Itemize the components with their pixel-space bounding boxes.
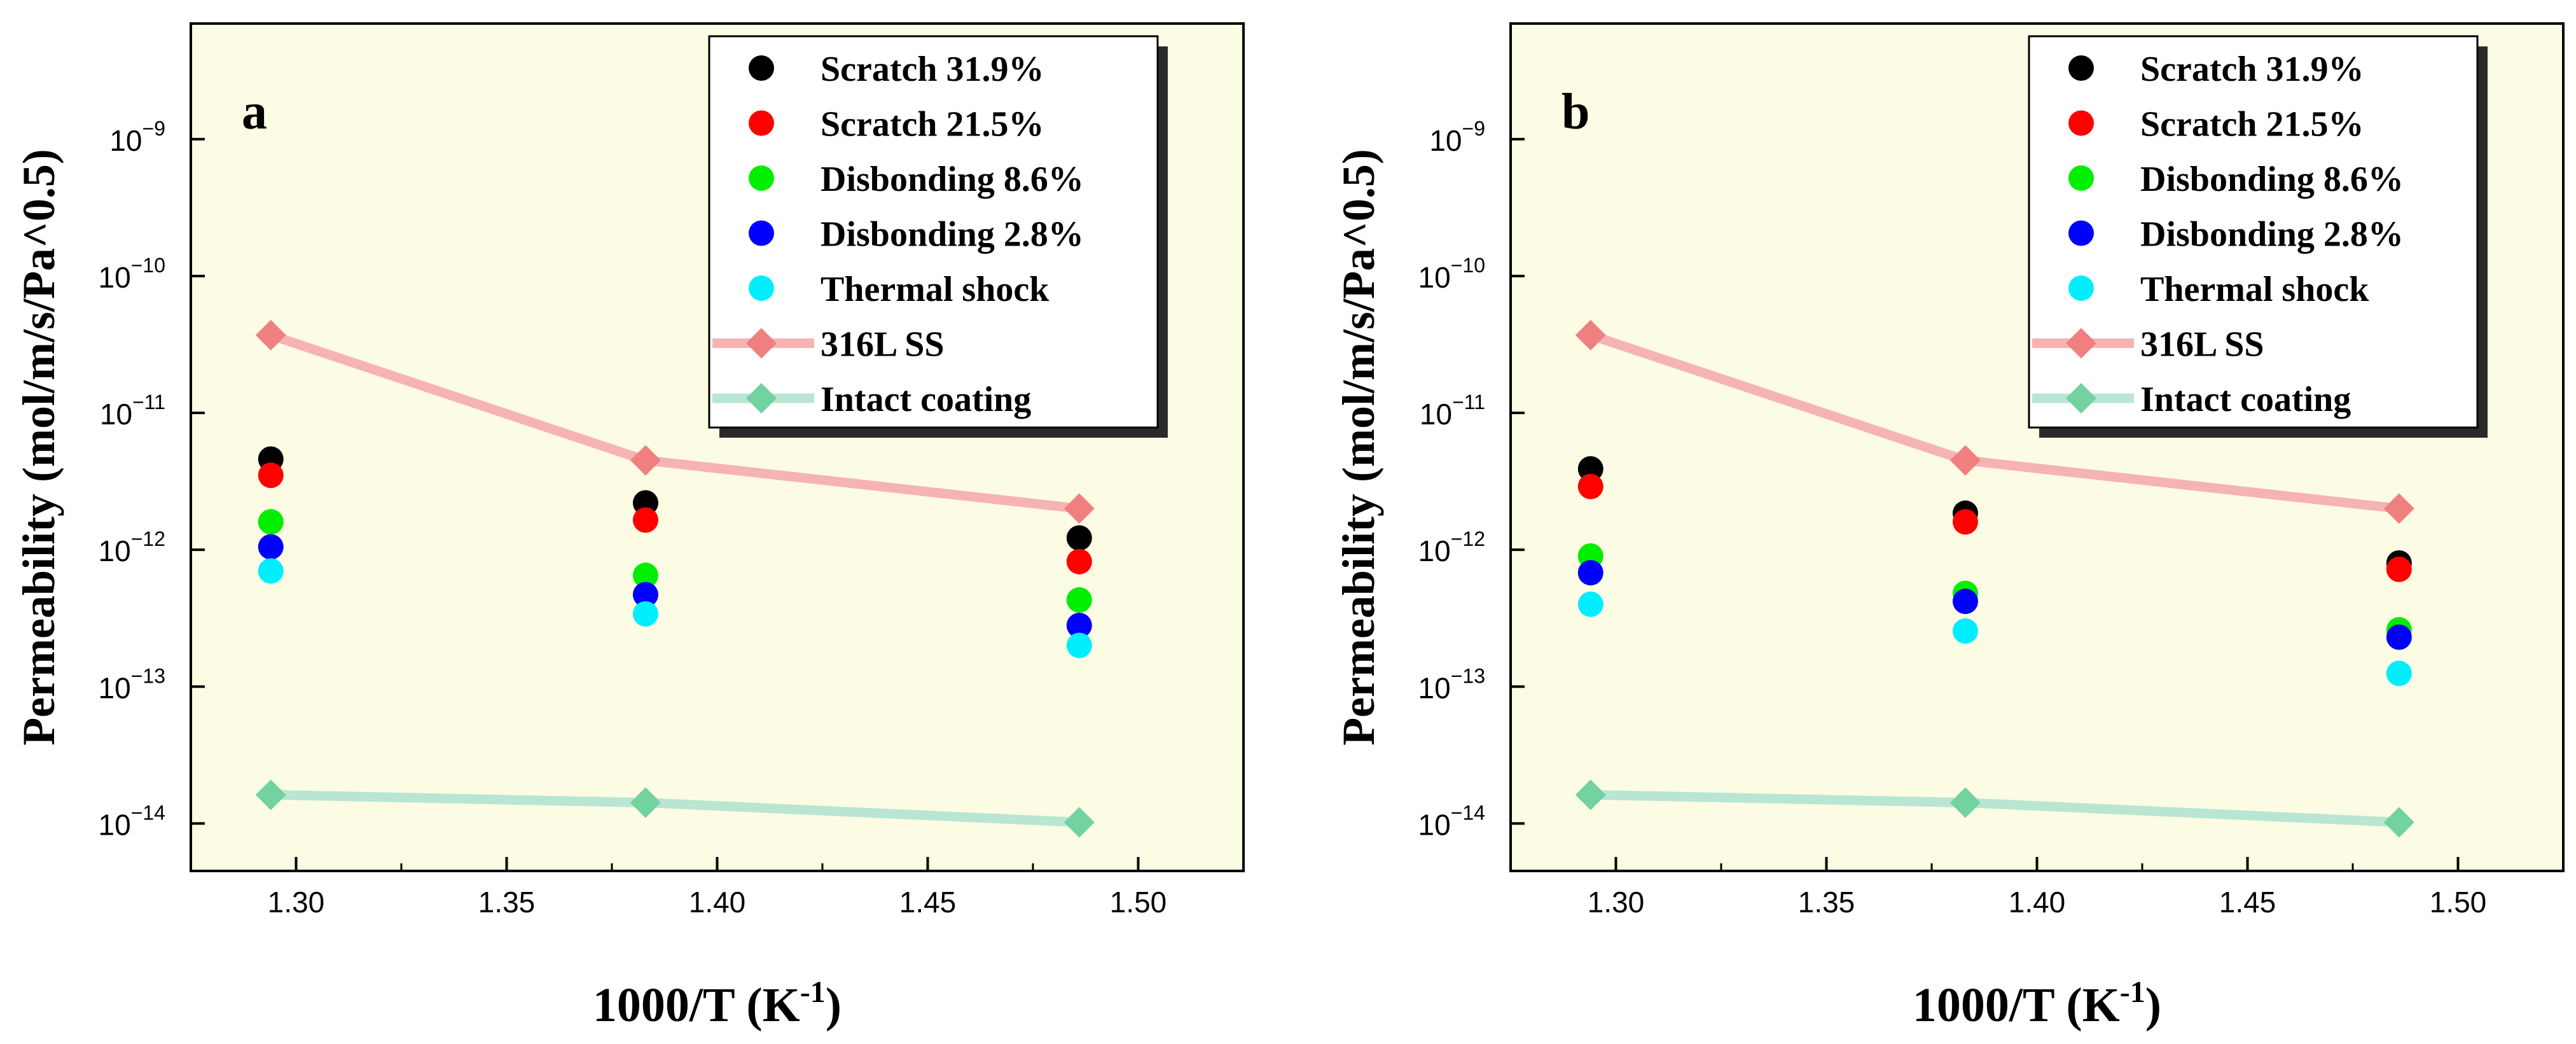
panel-label: b bbox=[1562, 84, 1590, 140]
legend-label-6: Intact coating bbox=[821, 380, 1031, 419]
data-point-s5-0 bbox=[255, 319, 286, 351]
data-point-s0-2 bbox=[1066, 525, 1092, 551]
legend-marker-1 bbox=[2068, 110, 2094, 136]
x-tick-label-1: 1.35 bbox=[1798, 886, 1855, 919]
x-tick-label-3: 1.45 bbox=[899, 886, 957, 919]
data-point-s2-2 bbox=[1066, 587, 1092, 613]
data-point-s3-1 bbox=[632, 581, 658, 608]
legend-marker-3 bbox=[2068, 220, 2094, 246]
legend-label-5: 316L SS bbox=[821, 325, 945, 365]
y-tick-label-2: 10−12 bbox=[99, 527, 165, 567]
legend-label-2: Disbonding 8.6% bbox=[821, 160, 1084, 199]
y-tick-label-1: 10−13 bbox=[1418, 664, 1485, 704]
chart-panel-a: 1.30 1.35 1.40 1.45 1.50 10−14 10−13 10−12 10−11… bbox=[13, 22, 1245, 1032]
data-point-s4-0 bbox=[258, 558, 284, 584]
y-tick-label-0: 10−14 bbox=[1418, 801, 1485, 841]
legend-marker-5 bbox=[746, 328, 777, 359]
data-point-s6-0 bbox=[1575, 779, 1606, 811]
x-axis-title: 1000/T (K-1) bbox=[593, 975, 841, 1032]
chart-panel-b: 1.30 1.35 1.40 1.45 1.50 10−14 10−13 10−12 10−11… bbox=[1333, 22, 2565, 1032]
data-point-s3-2 bbox=[1066, 613, 1092, 639]
x-tick-label-2: 1.40 bbox=[2009, 886, 2066, 919]
legend-marker-0 bbox=[2068, 55, 2094, 81]
y-tick-label-3: 10−11 bbox=[100, 391, 165, 431]
data-point-s4-1 bbox=[1952, 618, 1978, 644]
legend-label-1: Scratch 21.5% bbox=[2140, 105, 2364, 144]
legend: Scratch 31.9% Scratch 21.5% Disbonding 8.6… bbox=[2028, 35, 2488, 438]
x-tick-label-4: 1.50 bbox=[1110, 886, 1167, 919]
legend-label-6: Intact coating bbox=[2140, 380, 2351, 419]
data-point-s5-1 bbox=[630, 445, 661, 476]
legend-label-3: Disbonding 2.8% bbox=[821, 215, 1084, 254]
x-axis-title: 1000/T (K-1) bbox=[1913, 975, 2161, 1032]
y-tick-label-4: 10−10 bbox=[99, 254, 165, 294]
data-point-s6-1 bbox=[1949, 787, 1981, 818]
legend-marker-4 bbox=[749, 275, 774, 301]
y-axis-title: Permeability (mol/m/s/Pa^0.5) bbox=[13, 149, 64, 746]
data-point-s6-2 bbox=[1063, 807, 1095, 838]
data-point-s3-0 bbox=[1577, 560, 1603, 586]
data-point-s1-2 bbox=[2386, 556, 2412, 582]
legend-marker-2 bbox=[749, 165, 774, 191]
data-point-s1-1 bbox=[1952, 509, 1978, 535]
panel-label: a bbox=[242, 84, 267, 140]
legend-marker-5 bbox=[2066, 328, 2096, 359]
data-point-s2-1 bbox=[632, 562, 658, 588]
data-point-s4-1 bbox=[632, 601, 658, 627]
data-point-s5-2 bbox=[2383, 493, 2414, 524]
legend-marker-2 bbox=[2068, 165, 2094, 191]
legend-box bbox=[708, 35, 1159, 429]
legend-marker-0 bbox=[749, 55, 774, 81]
data-point-s2-0 bbox=[258, 509, 284, 535]
legend-marker-6 bbox=[746, 383, 777, 414]
data-point-s5-2 bbox=[1063, 493, 1095, 524]
x-tick-label-4: 1.50 bbox=[2430, 886, 2487, 919]
data-point-s3-2 bbox=[2386, 624, 2412, 650]
data-point-s4-2 bbox=[1066, 632, 1092, 658]
data-point-s1-0 bbox=[258, 463, 284, 489]
data-point-s5-1 bbox=[1949, 445, 1981, 476]
legend-label-0: Scratch 31.9% bbox=[2140, 50, 2364, 89]
x-tick-label-1: 1.35 bbox=[478, 886, 536, 919]
y-tick-label-1: 10−13 bbox=[99, 664, 165, 704]
y-tick-label-0: 10−14 bbox=[99, 801, 165, 841]
y-tick-label-4: 10−10 bbox=[1418, 254, 1485, 294]
data-point-s1-0 bbox=[1577, 473, 1603, 499]
legend-marker-6 bbox=[2066, 383, 2096, 414]
legend: Scratch 31.9% Scratch 21.5% Disbonding 8.6… bbox=[708, 35, 1168, 438]
legend-label-4: Thermal shock bbox=[2140, 270, 2369, 309]
legend-marker-1 bbox=[749, 110, 774, 136]
y-tick-label-2: 10−12 bbox=[1418, 527, 1485, 567]
data-point-s5-0 bbox=[1575, 319, 1606, 351]
legend-label-3: Disbonding 2.8% bbox=[2140, 215, 2404, 254]
legend-label-2: Disbonding 8.6% bbox=[2140, 160, 2404, 199]
data-point-s6-2 bbox=[2383, 807, 2414, 838]
data-point-s3-1 bbox=[1952, 588, 1978, 615]
legend-label-0: Scratch 31.9% bbox=[821, 50, 1044, 89]
x-tick-label-0: 1.30 bbox=[1588, 886, 1645, 919]
x-tick-label-3: 1.45 bbox=[2219, 886, 2276, 919]
y-tick-label-5: 10−9 bbox=[1429, 117, 1485, 157]
x-tick-label-0: 1.30 bbox=[268, 886, 325, 919]
legend-marker-4 bbox=[2068, 275, 2094, 301]
x-tick-label-2: 1.40 bbox=[689, 886, 746, 919]
y-axis-title: Permeability (mol/m/s/Pa^0.5) bbox=[1333, 149, 1384, 746]
legend-box bbox=[2028, 35, 2479, 429]
data-point-s6-1 bbox=[630, 787, 661, 818]
legend-marker-3 bbox=[749, 220, 774, 246]
y-tick-label-5: 10−9 bbox=[109, 117, 165, 157]
data-point-s0-0 bbox=[1577, 456, 1603, 482]
legend-label-5: 316L SS bbox=[2140, 325, 2264, 365]
data-point-s4-2 bbox=[2386, 660, 2412, 686]
data-point-s4-0 bbox=[1577, 591, 1603, 617]
y-tick-label-3: 10−11 bbox=[1420, 391, 1485, 431]
legend-label-4: Thermal shock bbox=[821, 270, 1049, 309]
data-point-s1-2 bbox=[1066, 548, 1092, 574]
data-point-s1-1 bbox=[632, 507, 658, 533]
legend-label-1: Scratch 21.5% bbox=[821, 105, 1044, 144]
data-point-s3-0 bbox=[258, 534, 284, 560]
data-point-s6-0 bbox=[255, 779, 286, 811]
